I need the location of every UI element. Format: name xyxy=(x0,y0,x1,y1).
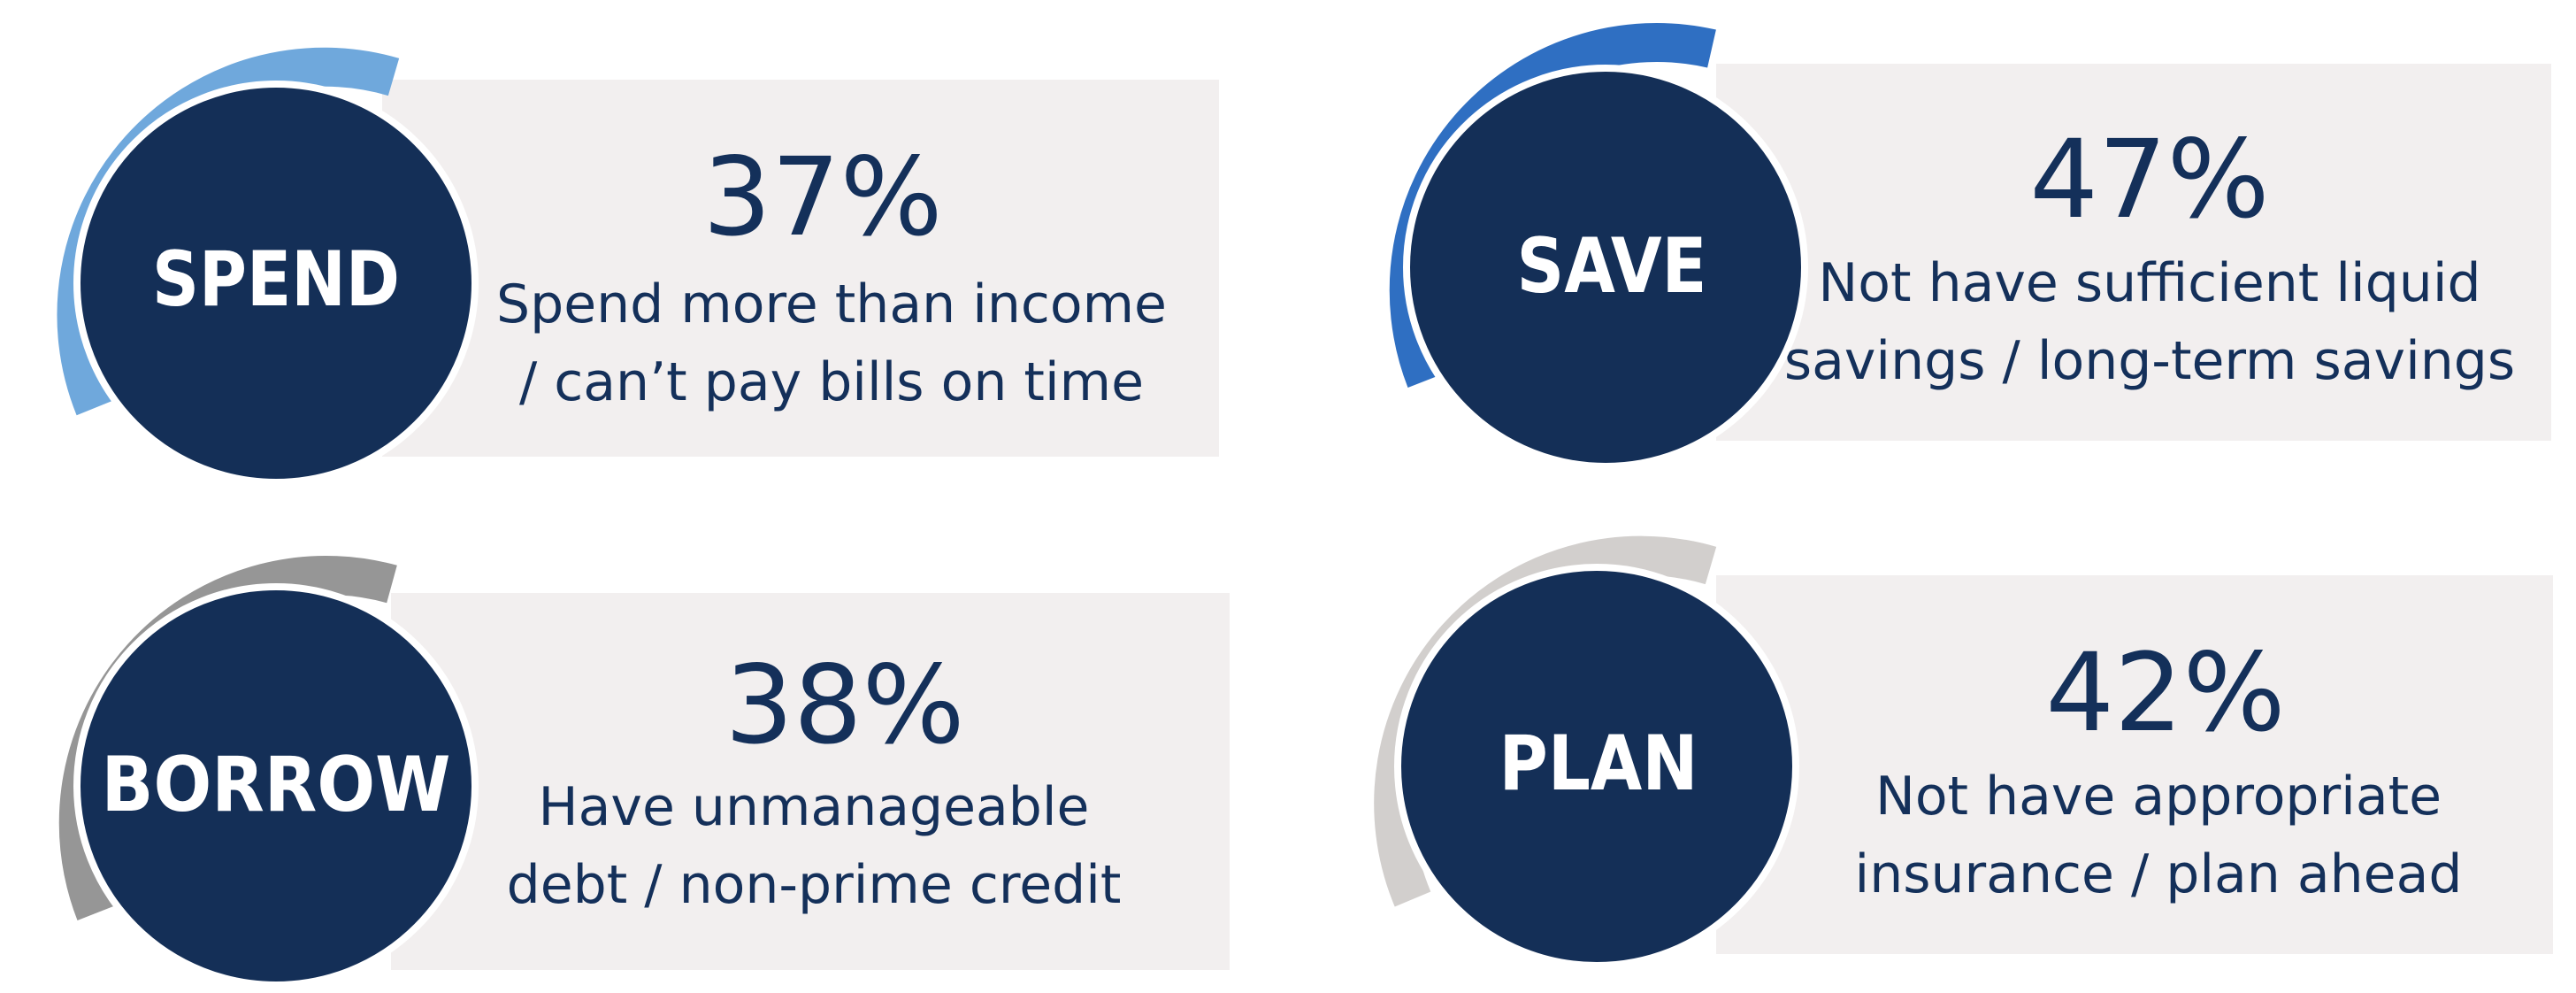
save-circle xyxy=(1403,65,1808,470)
spend-label: SPEND xyxy=(152,235,400,324)
save-description-line-1: Not have sufficient liquid xyxy=(1818,252,2481,314)
spend-description-line-1: Spend more than income xyxy=(496,273,1167,335)
spend-card xyxy=(382,80,1219,457)
borrow-label: BORROW xyxy=(102,741,451,829)
borrow-percent: 38% xyxy=(724,643,965,768)
plan-description: Not have appropriate insurance / plan ah… xyxy=(1769,758,2548,913)
borrow-description-line-2: debt / non-prime credit xyxy=(506,854,1122,916)
spend-description-line-2: / can’t pay bills on time xyxy=(519,351,1144,413)
borrow-card xyxy=(391,593,1230,970)
save-description-line-2: savings / long-term savings xyxy=(1783,330,2516,392)
borrow-description: Have unmanageable debt / non-prime credi… xyxy=(442,768,1185,924)
plan-card xyxy=(1716,575,2553,954)
save-label: SAVE xyxy=(1517,222,1707,311)
save-percent: 47% xyxy=(2029,117,2270,242)
spend-description: Spend more than income / can’t pay bills… xyxy=(460,266,1203,421)
plan-label: PLAN xyxy=(1499,720,1698,808)
plan-description-line-1: Not have appropriate xyxy=(1874,766,2442,828)
plan-description-line-2: insurance / plan ahead xyxy=(1854,843,2463,905)
spend-percent: 37% xyxy=(702,135,943,260)
save-card xyxy=(1716,64,2551,441)
borrow-description-line-1: Have unmanageable xyxy=(538,776,1090,838)
borrow-circle xyxy=(73,583,479,989)
spend-circle xyxy=(73,81,479,486)
plan-percent: 42% xyxy=(2045,630,2286,756)
plan-circle xyxy=(1394,564,1799,969)
save-description: Not have sufficient liquid savings / lon… xyxy=(1760,244,2539,400)
